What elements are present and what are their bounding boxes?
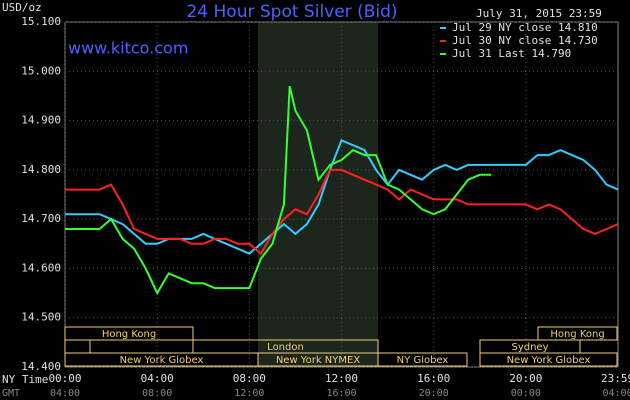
timestamp: July 31, 2015 23:59 — [476, 7, 602, 20]
legend-label: Jul 31 Last 14.790 — [452, 47, 571, 60]
x2-axis-label: GMT — [2, 388, 20, 399]
y-tick-label: 14.500 — [21, 311, 61, 324]
gmt-tick-label: 16:00 — [326, 388, 356, 399]
session-label: London — [267, 342, 304, 353]
session-box — [64, 326, 194, 341]
y-axis-label: USD/oz — [2, 1, 42, 14]
y-tick-label: 15.000 — [21, 64, 61, 77]
gmt-tick-label: 08:00 — [142, 388, 172, 399]
series-line — [65, 168, 619, 256]
session-label: Hong Kong — [102, 329, 156, 340]
x-tick-label: 08:00 — [233, 372, 266, 385]
y-tick-label: 14.400 — [21, 360, 61, 373]
x-tick-label: 04:00 — [141, 372, 174, 385]
series-line — [65, 138, 619, 255]
y-tick-label: 15.100 — [21, 15, 61, 28]
session-label: New York NYMEX — [276, 355, 361, 366]
x-tick-label: 16:00 — [417, 372, 450, 385]
gmt-tick-label: 12:00 — [234, 388, 264, 399]
gmt-tick-label: 04:00 — [602, 388, 630, 399]
session-label: New York Globex — [120, 355, 204, 366]
session-label: NY Globex — [397, 355, 449, 366]
chart-title: 24 Hour Spot Silver (Bid) — [186, 2, 397, 22]
y-tick-label: 14.600 — [21, 261, 61, 274]
gmt-tick-label: 00:00 — [511, 388, 541, 399]
website: www.kitco.com — [68, 39, 188, 58]
session-label: Hong Kong — [550, 329, 604, 340]
session-label: Sydney — [511, 342, 548, 353]
x-tick-label: 23:59 — [601, 372, 630, 385]
session-label: New York Globex — [507, 355, 591, 366]
session-box — [377, 352, 468, 367]
y-tick-label: 14.800 — [21, 163, 61, 176]
x-tick-label: 00:00 — [48, 372, 81, 385]
session-box — [64, 339, 91, 354]
y-tick-label: 14.900 — [21, 114, 61, 127]
x-tick-label: 12:00 — [325, 372, 358, 385]
y-tick-label: 14.700 — [21, 212, 61, 225]
session-box — [479, 352, 618, 367]
x-axis-label: NY Time — [2, 373, 48, 386]
legend-label: Jul 29 NY close 14.810 — [452, 21, 598, 34]
gmt-tick-label: 04:00 — [50, 388, 80, 399]
series-line — [65, 85, 492, 296]
legend-label: Jul 30 NY close 14.730 — [452, 34, 598, 47]
gmt-tick-label: 20:00 — [419, 388, 449, 399]
x-tick-label: 20:00 — [509, 372, 542, 385]
